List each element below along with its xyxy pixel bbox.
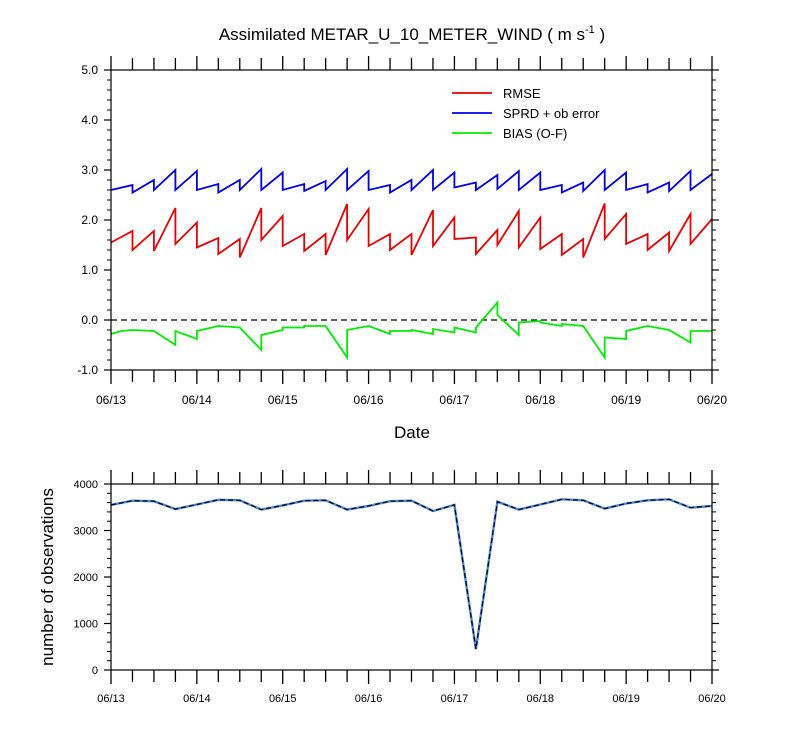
y-tick-label: 5.0 — [81, 63, 98, 77]
legend: RMSE SPRD + ob error BIAS (O-F) — [452, 86, 600, 141]
y-tick-label: 1.0 — [81, 263, 98, 277]
y-tick-label: 4.0 — [81, 113, 98, 127]
obs-count-line — [110, 498, 713, 650]
y-axis-title-bottom: number of observations — [38, 488, 57, 666]
x-tick-label: 06/17 — [439, 393, 469, 407]
x-axis-title: Date — [394, 423, 430, 442]
legend-label-1: SPRD + ob error — [503, 106, 600, 121]
x-tick-label: 06/17 — [441, 693, 469, 705]
y-tick-label: -1.0 — [77, 363, 98, 377]
bottom-plot-panel: 4000 3000 2000 1000 0 06/13 06/14 06/15 06/16 06/… — [74, 470, 726, 705]
y-tick-label: 4000 — [74, 479, 98, 491]
x-tick-label: 06/15 — [268, 393, 298, 407]
x-tick-label: 06/13 — [97, 693, 125, 705]
y-tick-label: 3000 — [74, 526, 98, 538]
x-tick-label: 06/19 — [612, 693, 640, 705]
x-tick-label: 06/19 — [611, 393, 641, 407]
x-tick-label: 06/14 — [182, 393, 212, 407]
y-tick-label: 3.0 — [81, 163, 98, 177]
series-line-1 — [110, 166, 713, 195]
x-tick-label: 06/14 — [183, 693, 211, 705]
legend-label-0: RMSE — [503, 86, 541, 101]
y-tick-label: 0 — [92, 665, 98, 677]
x-tick-label: 06/20 — [698, 693, 726, 705]
x-tick-label: 06/13 — [96, 393, 126, 407]
x-tick-label: 06/18 — [527, 693, 555, 705]
y-tick-label: 1000 — [74, 619, 98, 631]
x-tick-label: 06/15 — [269, 693, 297, 705]
bottom-plot-frame — [110, 483, 713, 671]
series-line-2 — [110, 300, 712, 361]
x-tick-label: 06/20 — [697, 393, 727, 407]
x-tick-label: 06/16 — [355, 693, 383, 705]
y-tick-label: 0.0 — [81, 313, 98, 327]
x-tick-label: 06/18 — [525, 393, 555, 407]
x-tick-label: 06/16 — [354, 393, 384, 407]
legend-label-2: BIAS (O-F) — [503, 126, 567, 141]
series-line-0 — [110, 203, 713, 258]
chart-title: Assimilated METAR_U_10_METER_WIND ( m s-… — [219, 24, 605, 44]
top-plot-panel: 5.0 4.0 3.0 2.0 1.0 0.0 -1.0 06/13 06/14 06/15 06/… — [77, 56, 727, 407]
y-tick-label: 2000 — [74, 572, 98, 584]
obs-count-line-overlay — [110, 498, 713, 650]
y-tick-label: 2.0 — [81, 213, 98, 227]
